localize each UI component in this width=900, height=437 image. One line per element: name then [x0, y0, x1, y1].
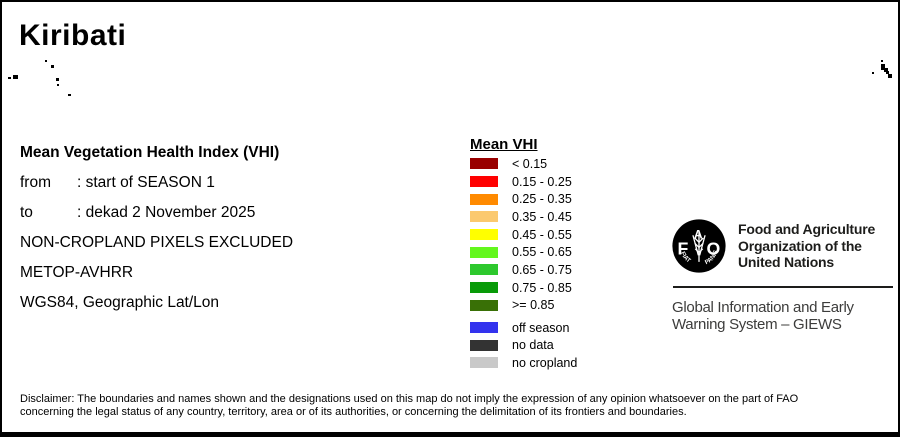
giews-name: Global Information and Early Warning Sys…: [672, 299, 854, 333]
fao-name-line: Organization of the: [738, 237, 862, 254]
legend-row: 0.65 - 0.75: [470, 261, 577, 279]
info-row-to: to : dekad 2 November 2025: [20, 198, 293, 228]
legend-swatch: [470, 211, 498, 223]
info-row-from-label: from: [20, 174, 51, 191]
legend-label: no cropland: [512, 355, 578, 370]
legend-label: 0.35 - 0.45: [512, 209, 572, 224]
legend-swatch: [470, 299, 498, 311]
fao-logo-letter-f: F: [678, 238, 689, 258]
wheat-icon: [692, 232, 706, 262]
legend-row: 0.25 - 0.35: [470, 190, 577, 208]
legend-row: 0.15 - 0.25: [470, 173, 577, 191]
legend-label: 0.15 - 0.25: [512, 174, 572, 189]
island-dot: [884, 68, 888, 72]
info-row-from: from : start of SEASON 1: [20, 168, 293, 198]
info-block: Mean Vegetation Health Index (VHI) from:…: [20, 138, 293, 318]
disclaimer-line: concerning the legal status of any count…: [20, 405, 687, 418]
island-dot: [888, 74, 892, 78]
fao-name-line: United Nations: [738, 254, 834, 270]
island-dot: [881, 64, 885, 70]
legend-extra-classes: off season no data no cropland: [470, 319, 577, 371]
legend-row: 0.75 - 0.85: [470, 279, 577, 297]
legend-row: no data: [470, 337, 577, 354]
page-title: Kiribati: [19, 19, 127, 52]
info-row-from-value: : start of SEASON 1: [77, 174, 215, 191]
fao-name-line: Food and Agriculture: [738, 221, 876, 237]
info-row-to-label: to: [20, 204, 33, 221]
island-dot: [56, 78, 59, 81]
legend-label: no data: [512, 338, 554, 353]
fao-logo-letter-a: A: [694, 228, 703, 242]
legend-label: < 0.15: [512, 156, 548, 171]
disclaimer: Disclaimer: The boundaries and names sho…: [20, 393, 798, 418]
island-dot: [68, 94, 71, 96]
legend-label: 0.55 - 0.65: [512, 245, 572, 260]
island-dot: [8, 77, 11, 79]
island-dot: [881, 60, 883, 62]
legend-row: >= 0.85: [470, 297, 577, 315]
legend-row: off season: [470, 319, 577, 336]
legend-row: 0.35 - 0.45: [470, 208, 577, 226]
disclaimer-line: Disclaimer: The boundaries and names sho…: [20, 393, 799, 405]
org-separator-line: [673, 286, 893, 288]
legend-swatch: [470, 193, 498, 205]
legend-swatch: [470, 264, 498, 276]
island-dot: [886, 71, 889, 74]
legend-swatch: [470, 176, 498, 188]
legend-title: Mean VHI: [470, 136, 538, 153]
legend-swatch: [470, 339, 498, 351]
legend-row: no cropland: [470, 354, 577, 371]
legend-swatch: [470, 357, 498, 369]
island-dot: [872, 72, 874, 74]
legend-label: 0.45 - 0.55: [512, 227, 572, 242]
legend-row: 0.55 - 0.65: [470, 243, 577, 261]
info-heading: Mean Vegetation Health Index (VHI): [20, 144, 280, 161]
legend-swatch: [470, 282, 498, 294]
fao-logo: F A O FIAT PANIS: [672, 219, 726, 273]
giews-line: Global Information and Early: [672, 299, 854, 316]
fao-name: Food and Agriculture Organization of the…: [738, 221, 875, 271]
legend-swatch: [470, 229, 498, 241]
legend-label: 0.65 - 0.75: [512, 262, 572, 277]
island-dot: [45, 60, 47, 62]
info-line-projection: WGS84, Geographic Lat/Lon: [20, 294, 220, 311]
info-line-cropland: NON-CROPLAND PIXELS EXCLUDED: [20, 234, 294, 251]
island-dot: [51, 65, 54, 68]
legend: Mean VHI < 0.15 0.15 - 0.25 0.25 - 0.35 …: [470, 137, 577, 371]
legend-label: 0.75 - 0.85: [512, 280, 572, 295]
island-dot: [57, 84, 59, 86]
giews-line: Warning System – GIEWS: [672, 316, 842, 333]
legend-label: 0.25 - 0.35: [512, 192, 572, 207]
legend-swatch: [470, 322, 498, 334]
info-row-to-value: : dekad 2 November 2025: [77, 204, 256, 221]
info-line-sensor: METOP-AVHRR: [20, 264, 134, 281]
fao-logo-letter-o: O: [706, 238, 720, 258]
legend-swatch: [470, 158, 498, 170]
island-dot: [13, 75, 18, 79]
legend-swatch: [470, 246, 498, 258]
legend-row: < 0.15: [470, 155, 577, 173]
legend-label: >= 0.85: [512, 298, 555, 313]
legend-classes: < 0.15 0.15 - 0.25 0.25 - 0.35 0.35 - 0.…: [470, 155, 577, 314]
legend-row: 0.45 - 0.55: [470, 226, 577, 244]
legend-label: off season: [512, 320, 570, 335]
